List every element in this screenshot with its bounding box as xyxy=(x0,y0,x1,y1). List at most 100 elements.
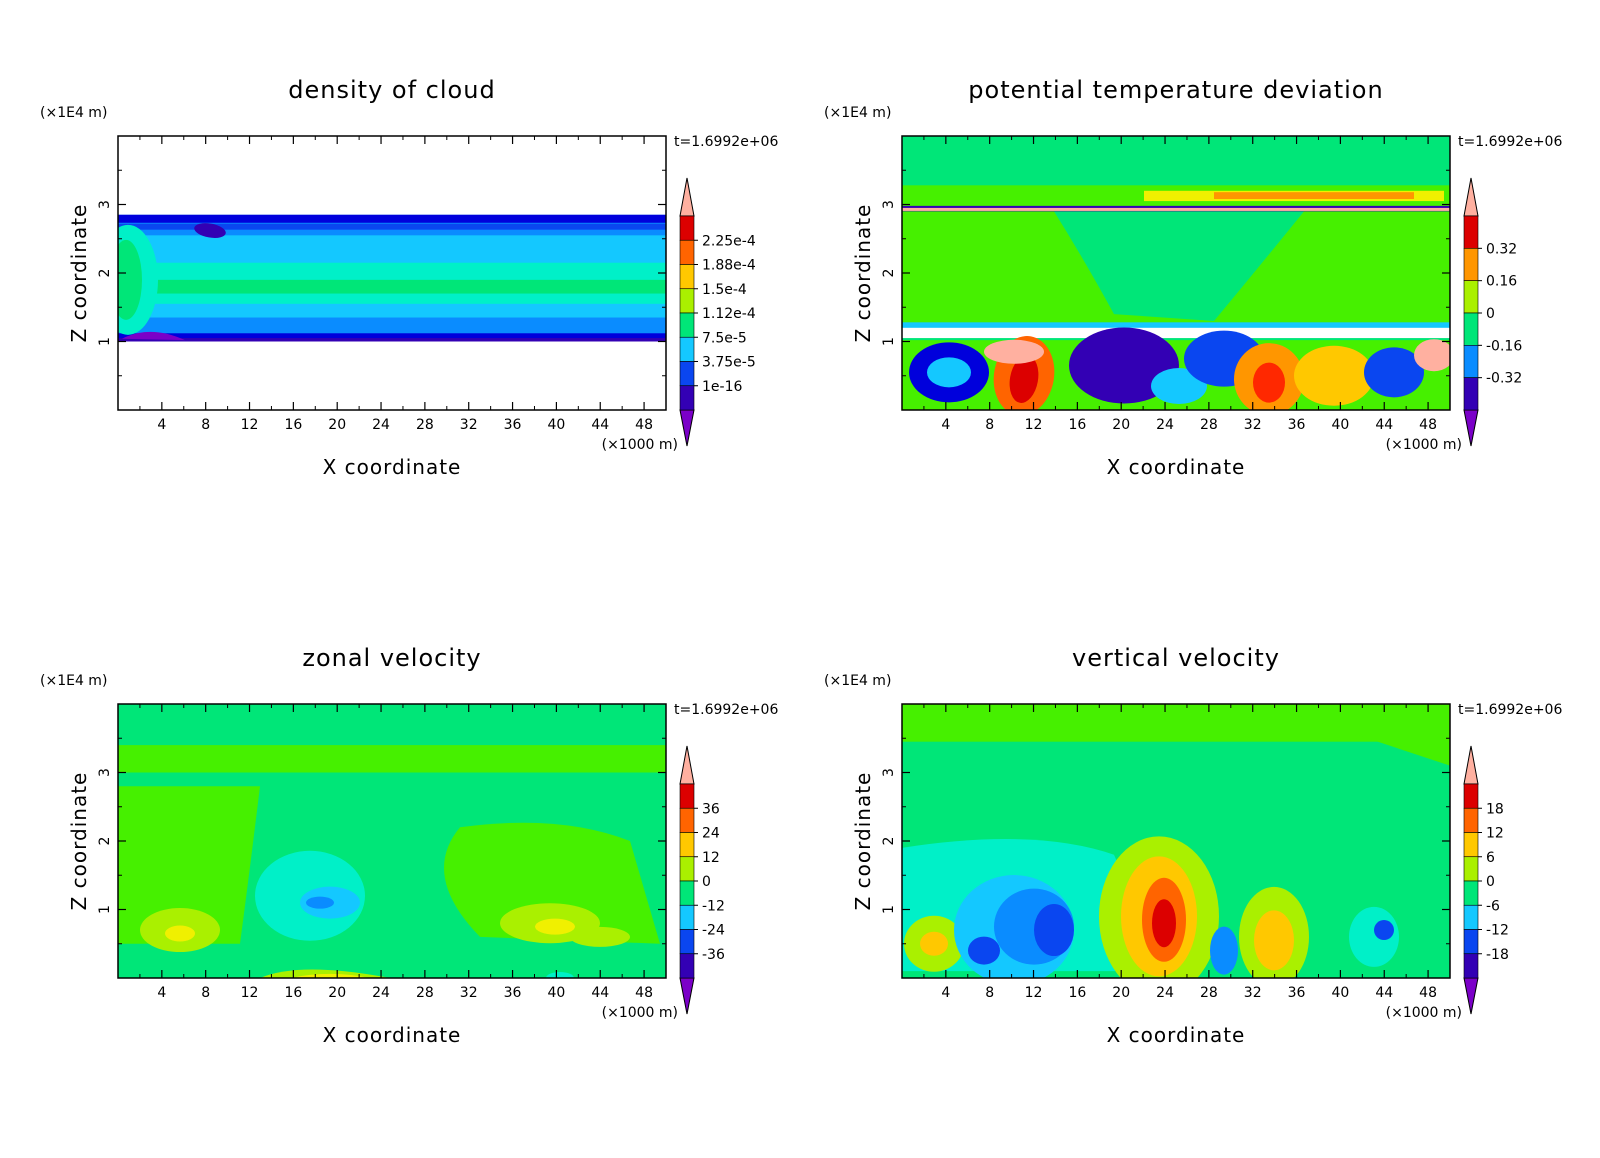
contour-blob xyxy=(1009,355,1039,403)
x-tick-label: 20 xyxy=(1112,417,1130,433)
colorbar-bottom-arrow xyxy=(1463,409,1479,447)
colorbar-top-arrow xyxy=(679,745,695,785)
x-tick-label: 44 xyxy=(1375,417,1393,433)
colorbar-label: -0.16 xyxy=(1486,338,1522,354)
x-tick-label: 20 xyxy=(328,985,346,1001)
z-tick-label: 3 xyxy=(97,768,113,777)
colorbar-segment xyxy=(679,953,695,979)
contour-blob xyxy=(546,972,574,978)
colorbar-top-arrow xyxy=(1463,745,1479,785)
contour-region xyxy=(118,786,260,944)
contour-blob xyxy=(927,357,971,388)
contour-blob xyxy=(535,918,575,935)
contour-blob xyxy=(1349,906,1399,967)
colorbar-segment xyxy=(679,312,695,338)
contour-band xyxy=(118,223,666,230)
x-tick-label: 16 xyxy=(1068,985,1086,1001)
colorbar-segment xyxy=(1463,377,1479,411)
x-tick-label: 32 xyxy=(460,985,478,1001)
contour-blob xyxy=(165,925,195,942)
x-tick-label: 16 xyxy=(284,417,302,433)
x-tick-label: 36 xyxy=(504,417,522,433)
contour-band xyxy=(118,279,666,294)
colorbar-top-arrow xyxy=(1463,177,1479,217)
x-tick-label: 44 xyxy=(1375,985,1393,1001)
colorbar-label: 7.5e-5 xyxy=(702,330,747,346)
z-tick-label: 2 xyxy=(97,269,113,278)
colorbar-label: -12 xyxy=(702,898,725,914)
colorbar-label: -18 xyxy=(1486,947,1509,963)
x-tick-label: 40 xyxy=(1331,417,1349,433)
colorbar-label: -0.32 xyxy=(1486,371,1522,387)
z-axis-label: Z coordinate xyxy=(851,204,875,343)
colorbar-label: 0 xyxy=(1486,306,1495,322)
colorbar-segment xyxy=(679,239,695,265)
x-tick-label: 12 xyxy=(1025,985,1043,1001)
z-unit-label: (×1E4 m) xyxy=(40,105,107,121)
x-tick-label: 24 xyxy=(372,985,390,1001)
colorbar-label: 0 xyxy=(702,874,711,890)
colorbar-bottom-arrow xyxy=(679,977,695,1015)
z-tick-label: 1 xyxy=(881,905,897,914)
contour-blob xyxy=(1414,339,1450,372)
contour-plot: density of cloud (×1E4 m) t=1.6992e+06 4 8 1 2… xyxy=(40,76,778,479)
colorbar-segment xyxy=(1463,312,1479,346)
x-axis-label: X coordinate xyxy=(323,1023,462,1047)
contour-plot: zonal velocity(×1E4 m)t=1.6992e+064 8 12 16… xyxy=(40,644,778,1047)
contour-band xyxy=(902,207,1450,211)
x-axis-label: X coordinate xyxy=(323,455,462,479)
chart-title: density of cloud xyxy=(288,76,495,104)
x-tick-label: 32 xyxy=(1244,985,1262,1001)
contour-blob xyxy=(194,223,226,238)
x-tick-label: 12 xyxy=(1025,417,1043,433)
x-tick-label: 28 xyxy=(416,985,434,1001)
x-tick-label: 24 xyxy=(372,417,390,433)
contour-blob xyxy=(1374,920,1394,941)
time-label: t=1.6992e+06 xyxy=(674,134,778,150)
x-tick-label: 8 xyxy=(985,985,994,1001)
colorbar-segment xyxy=(1463,215,1479,249)
x-tick-label: 8 xyxy=(985,417,994,433)
colorbar-label: 1.88e-4 xyxy=(702,258,756,274)
z-tick-label: 3 xyxy=(97,200,113,209)
x-tick-label: 40 xyxy=(1331,985,1349,1001)
x-tick-label: 44 xyxy=(591,985,609,1001)
contour-field xyxy=(118,704,666,978)
z-tick-label: 1 xyxy=(97,905,113,914)
contour-blob xyxy=(306,896,334,909)
contour-band xyxy=(118,214,666,223)
time-label: t=1.6992e+06 xyxy=(1458,134,1562,150)
z-tick-label: 3 xyxy=(881,768,897,777)
colorbar-segment xyxy=(679,215,695,241)
contour-blob xyxy=(968,936,1000,965)
colorbar-segment xyxy=(679,336,695,362)
x-tick-label: 48 xyxy=(635,417,653,433)
colorbar-segment xyxy=(1463,880,1479,906)
chart-title: zonal velocity xyxy=(302,644,481,672)
colorbar-label: 12 xyxy=(1486,826,1504,842)
chart-title: potential temperature deviation xyxy=(968,76,1383,104)
colorbar-label: 18 xyxy=(1486,801,1504,817)
x-tick-label: 4 xyxy=(157,985,166,1001)
colorbar-segment xyxy=(679,929,695,955)
colorbar-segment xyxy=(1463,248,1479,281)
x-tick-label: 36 xyxy=(1288,417,1306,433)
contour-blob xyxy=(920,931,948,956)
z-axis-label: Z coordinate xyxy=(851,772,875,911)
contour-blob xyxy=(1364,347,1424,398)
z-tick-label: 1 xyxy=(97,337,113,346)
x-tick-label: 36 xyxy=(504,985,522,1001)
colorbar-label: 0 xyxy=(1486,874,1495,890)
colorbar-label: 0.32 xyxy=(1486,241,1517,257)
x-tick-label: 16 xyxy=(284,985,302,1001)
contour-blob xyxy=(1294,345,1374,406)
contour-band xyxy=(902,322,1450,328)
x-unit-label: (×1000 m) xyxy=(1386,437,1462,453)
colorbar-label: 36 xyxy=(702,801,720,817)
z-unit-label: (×1E4 m) xyxy=(824,105,891,121)
chart-title: vertical velocity xyxy=(1072,644,1280,672)
contour-band xyxy=(1214,192,1414,200)
colorbar-segment xyxy=(679,361,695,387)
colorbar-segment xyxy=(1463,904,1479,930)
colorbar-label: 0.16 xyxy=(1486,274,1517,290)
